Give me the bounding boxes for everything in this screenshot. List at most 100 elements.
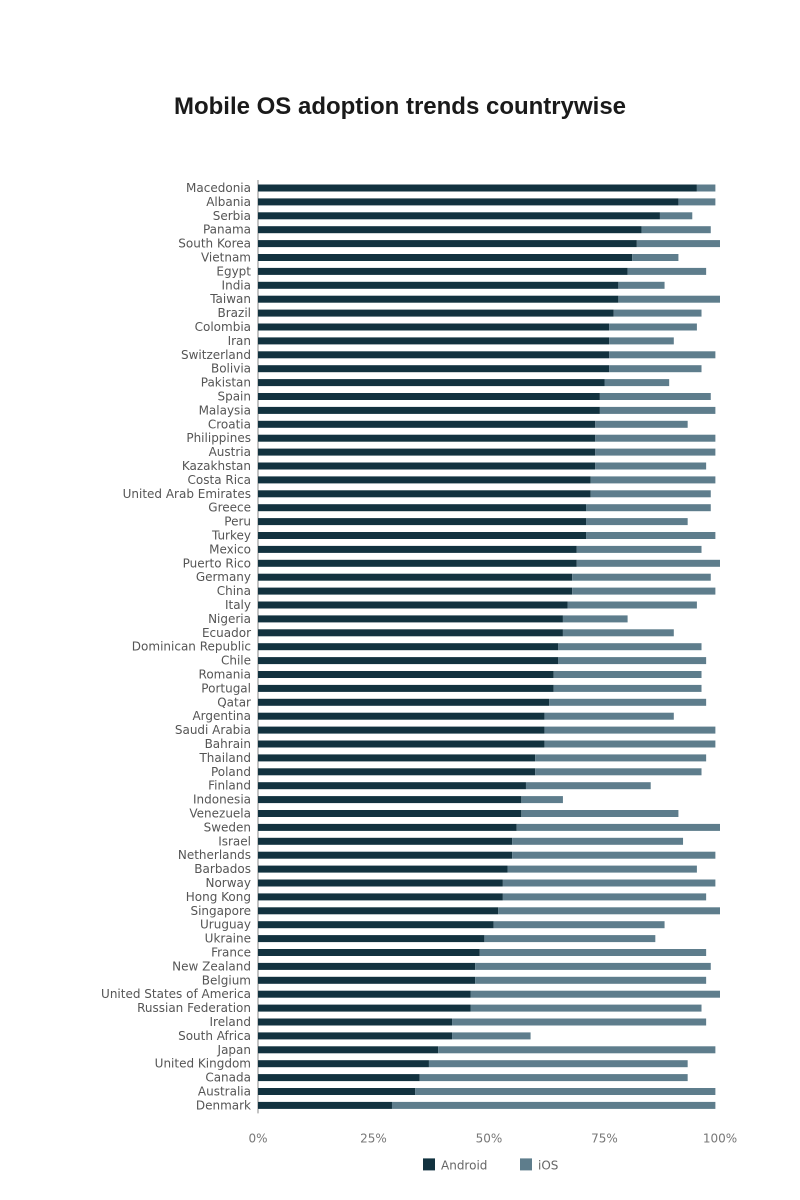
android-bar: Ireland Android 42% bbox=[258, 1018, 453, 1026]
ios-bar: Uruguay iOS 37% bbox=[493, 921, 665, 929]
android-bar: Croatia Android 73% bbox=[258, 420, 596, 428]
android-bar: New Zealand Android 47% bbox=[258, 962, 476, 970]
category-label: United Arab Emirates bbox=[123, 487, 251, 501]
category-label: Japan bbox=[217, 1043, 251, 1057]
android-bar: Italy Android 67% bbox=[258, 601, 568, 609]
android-bar: Barbados Android 54% bbox=[258, 865, 508, 873]
ios-bar: Italy iOS 28% bbox=[567, 601, 697, 609]
category-label: Ukraine bbox=[205, 932, 251, 946]
android-bar: Egypt Android 80% bbox=[258, 267, 628, 275]
ios-bar: Mexico iOS 27% bbox=[576, 545, 702, 553]
category-label: Egypt bbox=[216, 264, 251, 278]
ios-bar: Ireland iOS 55% bbox=[452, 1018, 707, 1026]
ios-bar: Iran iOS 14% bbox=[609, 337, 674, 345]
category-label: Poland bbox=[211, 765, 251, 779]
category-label: Netherlands bbox=[178, 848, 251, 862]
android-bar: Thailand Android 60% bbox=[258, 754, 536, 762]
android-bar: Malaysia Android 74% bbox=[258, 406, 600, 414]
android-bar: Singapore Android 52% bbox=[258, 907, 499, 915]
ios-bar: Panama iOS 15% bbox=[641, 226, 711, 234]
ios-bar: Sweden iOS 44% bbox=[516, 823, 720, 831]
ios-bar: Vietnam iOS 10% bbox=[632, 254, 679, 261]
android-bar: Germany Android 68% bbox=[258, 573, 573, 581]
android-bar: Bahrain Android 62% bbox=[258, 740, 545, 748]
category-label: Indonesia bbox=[193, 793, 251, 807]
ios-bar: Colombia iOS 19% bbox=[609, 323, 697, 331]
category-label: Denmark bbox=[196, 1098, 251, 1112]
android-bar: France Android 48% bbox=[258, 949, 480, 956]
android-bar: Qatar Android 63% bbox=[258, 698, 550, 706]
ios-bar: Barbados iOS 41% bbox=[507, 865, 697, 873]
android-bar: Pakistan Android 75% bbox=[258, 379, 605, 387]
android-bar: Switzerland Android 76% bbox=[258, 351, 610, 359]
android-bar: Finland Android 58% bbox=[258, 782, 526, 790]
category-label: Panama bbox=[203, 223, 251, 237]
category-label: Norway bbox=[205, 876, 251, 890]
category-label: Argentina bbox=[192, 709, 251, 723]
category-label: Dominican Republic bbox=[132, 640, 251, 654]
android-bar: Brazil Android 77% bbox=[258, 309, 614, 317]
x-tick-label: 75% bbox=[591, 1131, 618, 1145]
android-bar: Vietnam Android 81% bbox=[258, 254, 633, 261]
category-label: Belgium bbox=[202, 973, 251, 987]
category-label: Thailand bbox=[198, 751, 251, 765]
android-bar: Chile Android 65% bbox=[258, 657, 559, 665]
category-label: Romania bbox=[199, 668, 251, 682]
category-label: Israel bbox=[218, 834, 251, 848]
category-label: Sweden bbox=[204, 820, 251, 834]
android-bar: Belgium Android 47% bbox=[258, 976, 476, 984]
category-label: Spain bbox=[217, 390, 251, 404]
category-label: Nigeria bbox=[208, 612, 251, 626]
category-label: Austria bbox=[209, 445, 251, 459]
category-label: United States of America bbox=[101, 987, 251, 1001]
category-label: Venezuela bbox=[189, 807, 251, 821]
android-bar: Israel Android 55% bbox=[258, 837, 513, 845]
ios-bar: Macedonia iOS 4% bbox=[696, 184, 716, 192]
category-label: Kazakhstan bbox=[182, 459, 251, 473]
android-bar: Sweden Android 56% bbox=[258, 823, 517, 831]
ios-bar: Venezuela iOS 34% bbox=[521, 810, 679, 817]
ios-bar: Norway iOS 46% bbox=[502, 879, 716, 887]
category-label: Saudi Arabia bbox=[175, 723, 251, 737]
android-bar: Taiwan Android 78% bbox=[258, 295, 619, 303]
android-bar: Spain Android 74% bbox=[258, 393, 600, 400]
ios-bar: Israel iOS 37% bbox=[512, 837, 684, 845]
android-bar: Kazakhstan Android 73% bbox=[258, 462, 596, 470]
android-bar: Philippines Android 73% bbox=[258, 434, 596, 442]
ios-bar: Qatar iOS 34% bbox=[549, 698, 707, 706]
category-label: South Africa bbox=[178, 1029, 251, 1043]
android-bar: Nigeria Android 66% bbox=[258, 615, 563, 623]
category-label: Greece bbox=[208, 501, 251, 515]
ios-bar: Germany iOS 30% bbox=[572, 573, 711, 581]
x-tick-label: 0% bbox=[248, 1131, 267, 1145]
category-label: United Kingdom bbox=[155, 1057, 251, 1071]
android-bar: Peru Android 71% bbox=[258, 518, 587, 526]
ios-bar: Portugal iOS 32% bbox=[553, 684, 702, 692]
ios-bar: Brazil iOS 19% bbox=[613, 309, 702, 317]
category-label: Chile bbox=[221, 654, 251, 668]
legend-swatch-ios bbox=[520, 1158, 532, 1171]
ios-bar: Pakistan iOS 14% bbox=[604, 379, 670, 387]
ios-bar: Denmark iOS 70% bbox=[391, 1101, 716, 1109]
category-label: Mexico bbox=[209, 542, 251, 556]
category-label: Costa Rica bbox=[188, 473, 251, 487]
android-bar: Japan Android 39% bbox=[258, 1046, 439, 1054]
ios-bar: Bolivia iOS 20% bbox=[609, 365, 702, 373]
android-bar: Portugal Android 64% bbox=[258, 684, 554, 692]
ios-bar: Turkey iOS 28% bbox=[586, 532, 716, 539]
category-label: Puerto Rico bbox=[183, 556, 251, 570]
category-label: Colombia bbox=[195, 320, 251, 334]
ios-bar: Russian Federation iOS 50% bbox=[470, 1004, 702, 1012]
category-label: Ecuador bbox=[202, 626, 251, 640]
android-bar: Poland Android 60% bbox=[258, 768, 536, 776]
category-label: Portugal bbox=[201, 681, 251, 695]
android-bar: Serbia Android 87% bbox=[258, 212, 660, 220]
ios-bar: France iOS 49% bbox=[479, 949, 707, 956]
category-label: Uruguay bbox=[200, 918, 251, 932]
android-bar: Indonesia Android 57% bbox=[258, 796, 522, 804]
category-label: Australia bbox=[198, 1085, 251, 1099]
ios-bar: Singapore iOS 48% bbox=[498, 907, 720, 915]
category-label: Italy bbox=[225, 598, 251, 612]
ios-bar: Dominican Republic iOS 31% bbox=[558, 643, 702, 651]
android-bar: Ecuador Android 66% bbox=[258, 629, 563, 637]
